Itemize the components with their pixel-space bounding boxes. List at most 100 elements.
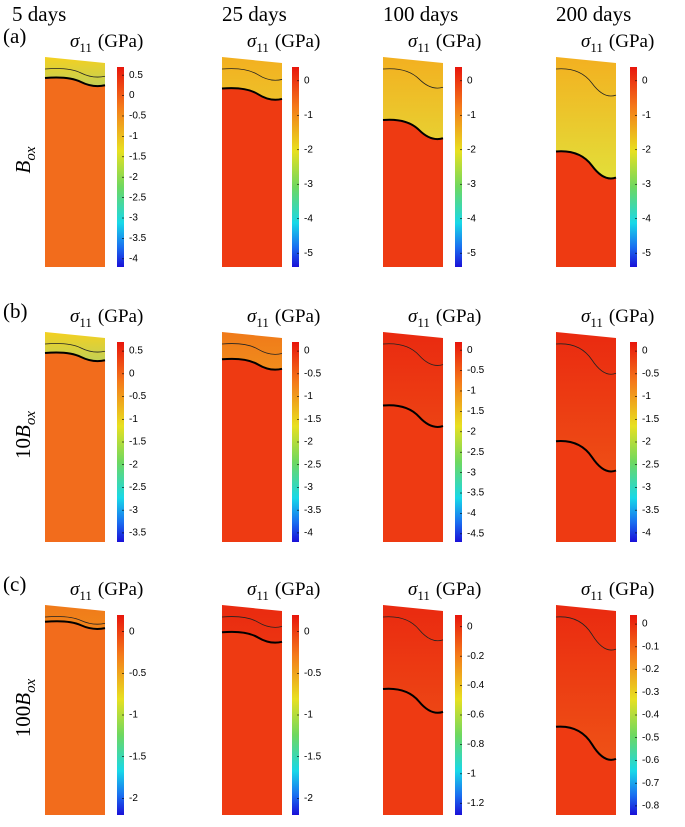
- panel-letter: (c): [3, 572, 26, 596]
- contour-panel: [44, 605, 106, 815]
- sigma: σ: [247, 579, 257, 600]
- colorbar: [455, 342, 462, 542]
- panel-letter: (b): [3, 299, 28, 323]
- panel-body: [45, 77, 105, 267]
- colorbar: [117, 615, 124, 815]
- surface-line: [382, 616, 444, 642]
- surface-line: [221, 68, 283, 81]
- colorbar-tick-label: -0.2: [467, 651, 485, 662]
- colorbar-tick-label: -5: [467, 248, 476, 259]
- colorbar-label: σ11 (GPa): [70, 31, 143, 55]
- surface-line: [382, 68, 444, 89]
- colorbar-tick-label: -2: [642, 144, 651, 155]
- colorbar-label: σ11 (GPa): [70, 579, 143, 603]
- colorbar-label: σ11 (GPa): [581, 31, 654, 55]
- colorbar-tick-label: -0.5: [129, 391, 147, 402]
- interface-line: [382, 404, 444, 428]
- row-label-prefix: 100: [11, 706, 35, 738]
- colorbar-tick-label: 0: [129, 90, 135, 101]
- colorbar-tick-label: 0.5: [129, 346, 143, 357]
- surface-line: [555, 616, 617, 651]
- colorbar: [292, 67, 299, 267]
- colorbar-tick-label: -1: [129, 710, 138, 721]
- panel-body: [222, 88, 282, 267]
- colorbar-label: σ11 (GPa): [408, 31, 481, 55]
- colorbar: [630, 67, 637, 267]
- colorbar-tick-label: -2: [467, 144, 476, 155]
- colorbar: [455, 615, 462, 815]
- colorbar-tick-label: -1: [642, 391, 651, 402]
- sigma: σ: [408, 579, 418, 600]
- unit: (GPa): [98, 31, 143, 52]
- colorbar-tick-label: 0: [642, 619, 648, 630]
- row-label-main: B: [11, 425, 35, 438]
- row-label-main: B: [11, 693, 35, 706]
- colorbar-tick-label: -1.5: [642, 414, 660, 425]
- column-title: 200 days: [556, 2, 631, 26]
- colorbar-tick-label: -0.5: [642, 732, 660, 743]
- sigma-sub: 11: [417, 315, 430, 330]
- colorbar-tick-label: -5: [642, 248, 651, 259]
- sigma: σ: [581, 306, 591, 327]
- colorbar-tick-label: -2: [129, 172, 138, 183]
- sigma-sub: 11: [256, 315, 269, 330]
- sigma-sub: 11: [256, 588, 269, 603]
- colorbar-tick-label: -3.5: [129, 233, 147, 244]
- colorbar-label: σ11 (GPa): [581, 579, 654, 603]
- panel-body: [556, 726, 616, 815]
- colorbar-tick-label: -0.5: [129, 668, 147, 679]
- panel-body: [383, 119, 443, 267]
- sigma: σ: [408, 306, 418, 327]
- sigma-sub: 11: [590, 588, 603, 603]
- colorbar-tick-label: 0: [129, 626, 135, 637]
- sigma-sub: 11: [79, 588, 92, 603]
- contour-panel: [382, 57, 444, 267]
- colorbar-label: σ11 (GPa): [247, 306, 320, 330]
- contour-panel: [555, 332, 617, 542]
- colorbar: [117, 67, 124, 267]
- sigma: σ: [70, 306, 80, 327]
- sigma-sub: 11: [79, 40, 92, 55]
- colorbar-tick-label: -2.5: [642, 459, 660, 470]
- panel-letter: (a): [3, 24, 26, 48]
- colorbar-tick-label: -0.4: [642, 710, 660, 721]
- sigma: σ: [247, 31, 257, 52]
- colorbar-tick-label: 0: [129, 368, 135, 379]
- colorbar-tick-label: -1.5: [304, 414, 322, 425]
- colorbar-tick-label: 0: [304, 75, 310, 86]
- interface-line: [555, 725, 617, 761]
- colorbar-tick-label: -4: [642, 213, 651, 224]
- surface-line: [44, 616, 106, 625]
- colorbar-tick-label: -4: [304, 528, 313, 539]
- column-title: 5 days: [12, 2, 66, 26]
- contour-panel: [44, 332, 106, 542]
- colorbar-tick-label: -0.5: [642, 368, 660, 379]
- colorbar-tick-label: -2: [304, 144, 313, 155]
- colorbar-tick-label: -3: [304, 482, 313, 493]
- unit: (GPa): [275, 306, 320, 327]
- row-label-prefix: 10: [11, 438, 35, 459]
- panel-body: [556, 151, 616, 267]
- contour-panel: [221, 605, 283, 815]
- colorbar-tick-label: -5: [304, 248, 313, 259]
- colorbar-tick-label: 0: [467, 75, 473, 86]
- unit: (GPa): [609, 31, 654, 52]
- row-label-sub: ox: [23, 678, 39, 693]
- column-title: 100 days: [383, 2, 458, 26]
- colorbar-tick-label: -2.5: [129, 192, 147, 203]
- sigma: σ: [70, 31, 80, 52]
- colorbar-tick-label: -3.5: [304, 505, 322, 516]
- panel-body: [45, 352, 105, 542]
- row-label: 10Box: [11, 411, 39, 459]
- colorbar-tick-label: -1.5: [129, 151, 147, 162]
- unit: (GPa): [98, 579, 143, 600]
- colorbar-tick-label: -4.5: [467, 528, 485, 539]
- colorbar-tick-label: -0.5: [304, 668, 322, 679]
- colorbar-label: σ11 (GPa): [408, 579, 481, 603]
- colorbar-tick-label: -4: [304, 213, 313, 224]
- colorbar: [292, 615, 299, 815]
- sigma: σ: [581, 31, 591, 52]
- interface-line: [555, 150, 617, 180]
- contour-panel: [382, 605, 444, 815]
